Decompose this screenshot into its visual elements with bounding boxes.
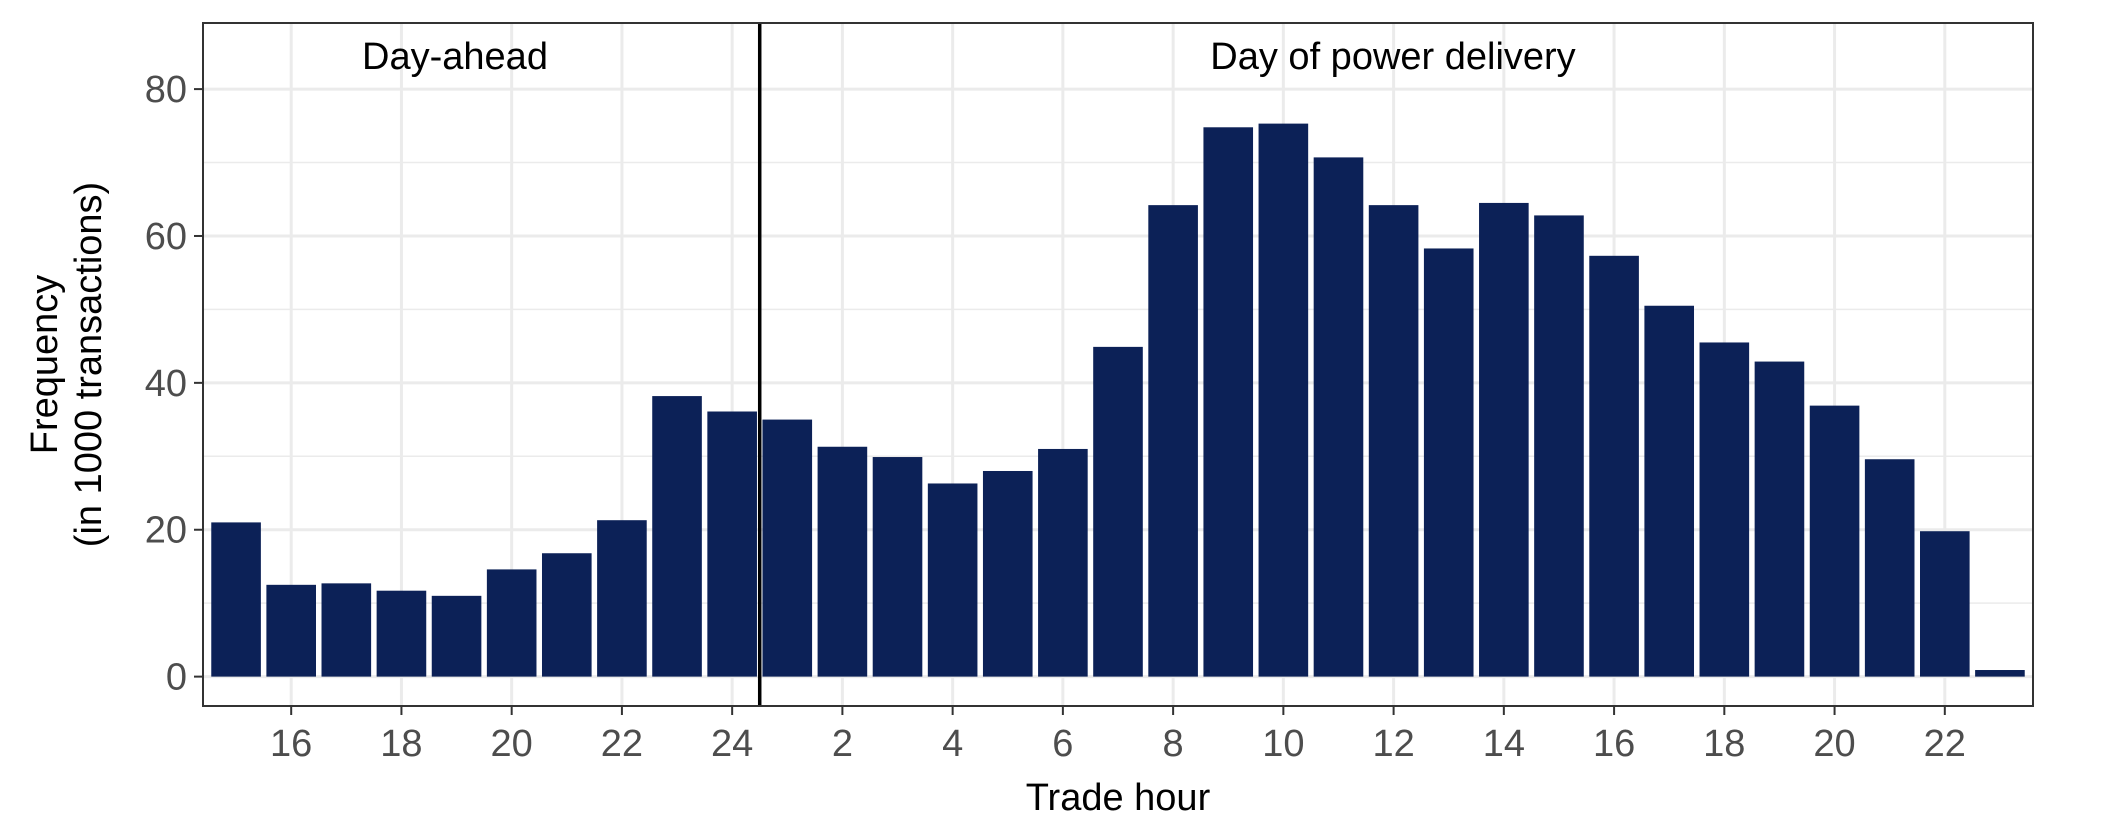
x-tick-label: 8 xyxy=(1163,723,1184,765)
x-tick-label: 2 xyxy=(832,723,853,765)
bar xyxy=(1258,123,1309,677)
bar xyxy=(1644,305,1695,677)
x-tick-label: 14 xyxy=(1483,723,1525,765)
x-axis-ticks: 16 18 20 22 24 2 4 6 8 10 12 14 16 18 20 22 xyxy=(270,706,1966,765)
bar xyxy=(1699,342,1750,677)
x-tick-label: 4 xyxy=(942,723,963,765)
x-axis-title: Trade hour xyxy=(1026,777,1211,819)
plot-panel-border xyxy=(202,22,2034,707)
y-tick-label: 20 xyxy=(145,510,187,552)
annotation-day-ahead: Day-ahead xyxy=(362,36,548,78)
x-tick-label: 16 xyxy=(1593,723,1635,765)
bar xyxy=(1975,670,2025,677)
bar xyxy=(431,595,482,677)
bar xyxy=(376,590,427,677)
bar xyxy=(1423,248,1474,677)
y-axis-title-line-2: (in 1000 transactions) xyxy=(68,182,110,547)
bar xyxy=(1479,202,1529,677)
bar xyxy=(872,457,923,677)
bar xyxy=(1920,531,1970,677)
bar xyxy=(1038,448,1088,677)
bar xyxy=(1864,459,1915,677)
bar xyxy=(211,522,261,677)
bars xyxy=(211,123,2025,677)
y-axis-title-line-1: Frequency xyxy=(24,275,66,455)
bar xyxy=(1589,255,1639,677)
bar xyxy=(707,411,757,677)
bar xyxy=(652,396,702,677)
bar xyxy=(1368,205,1419,677)
x-tick-label: 18 xyxy=(380,723,422,765)
x-tick-label: 12 xyxy=(1372,723,1414,765)
x-tick-label: 6 xyxy=(1052,723,1073,765)
bar xyxy=(1809,405,1860,677)
bar xyxy=(817,446,868,677)
y-tick-label: 80 xyxy=(145,69,187,111)
bar xyxy=(266,584,316,677)
x-tick-label: 16 xyxy=(270,723,312,765)
y-tick-label: 40 xyxy=(145,363,187,405)
y-tick-label: 60 xyxy=(145,216,187,258)
y-axis-title: Frequency (in 1000 transactions) xyxy=(24,182,110,547)
x-tick-label: 24 xyxy=(711,723,753,765)
y-tick-label: 0 xyxy=(166,657,187,699)
x-tick-label: 10 xyxy=(1262,723,1304,765)
bar xyxy=(927,483,978,677)
bar xyxy=(1754,361,1805,677)
bar xyxy=(1534,215,1584,677)
bar xyxy=(1203,127,1254,677)
x-tick-label: 22 xyxy=(1924,723,1966,765)
x-tick-label: 22 xyxy=(601,723,643,765)
bar xyxy=(1148,205,1198,677)
x-tick-label: 20 xyxy=(1813,723,1855,765)
x-tick-label: 20 xyxy=(491,723,533,765)
x-tick-label: 18 xyxy=(1703,723,1745,765)
annotation-day-of-delivery: Day of power delivery xyxy=(1210,36,1575,78)
bar xyxy=(1313,157,1364,677)
bar xyxy=(597,520,647,677)
bar xyxy=(762,419,813,677)
y-axis-ticks: 0 20 40 60 80 xyxy=(145,69,203,699)
bar xyxy=(1093,346,1143,677)
bar xyxy=(321,583,372,677)
bar xyxy=(486,569,537,677)
bar xyxy=(541,553,592,677)
bar xyxy=(982,470,1033,677)
